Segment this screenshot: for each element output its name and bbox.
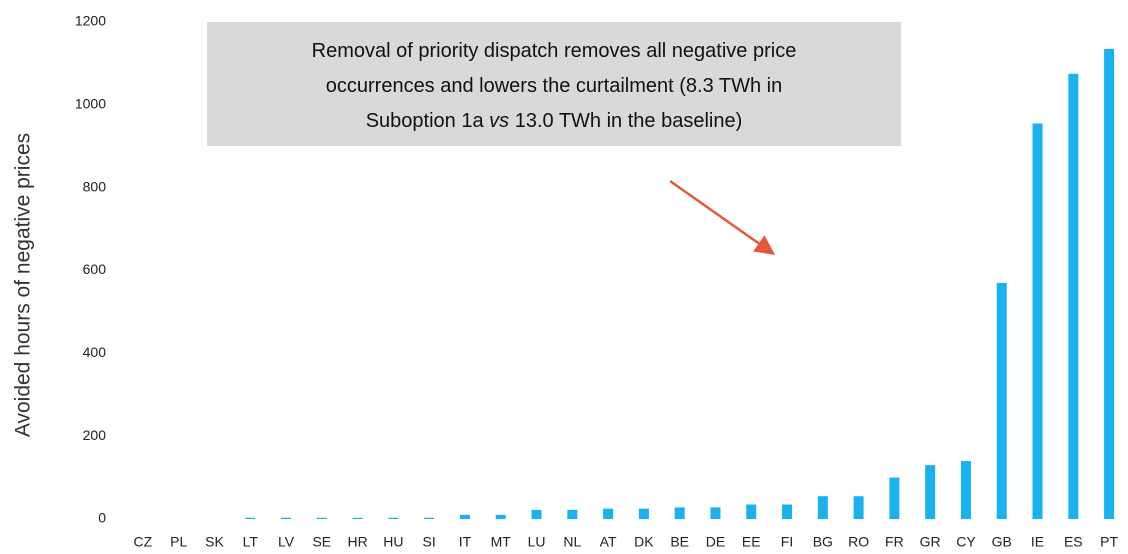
x-tick-label: GB (992, 534, 1012, 550)
y-tick-label: 1200 (75, 13, 106, 29)
bar (817, 496, 828, 519)
bar (782, 504, 793, 519)
bar (531, 509, 542, 519)
bar (674, 507, 685, 519)
x-tick-label: FR (885, 534, 904, 550)
x-tick-label: DE (706, 534, 725, 550)
bar (1104, 48, 1115, 519)
bar (1068, 73, 1079, 519)
x-tick-label: HU (383, 534, 403, 550)
x-tick-label: IE (1031, 534, 1044, 550)
x-tick-label: LV (278, 534, 295, 550)
x-tick-label: SK (205, 534, 224, 550)
x-tick-label: HR (347, 534, 367, 550)
y-tick-label: 1000 (75, 96, 106, 112)
bar (495, 514, 506, 519)
bar (352, 517, 363, 519)
x-tick-label: LU (528, 534, 546, 550)
bar (996, 282, 1007, 519)
bar (459, 514, 470, 519)
annotation-text: vs (489, 110, 509, 132)
x-tick-label: NL (563, 534, 581, 550)
x-tick-label: SI (423, 534, 436, 550)
annotation-text: Suboption 1a (366, 110, 489, 132)
bar (567, 509, 578, 519)
y-tick-label: 400 (83, 344, 107, 360)
y-tick-label: 600 (83, 261, 107, 277)
x-tick-label: RO (848, 534, 869, 550)
bar (746, 504, 757, 519)
bar (960, 461, 971, 519)
bar (316, 517, 327, 519)
x-tick-label: PT (1100, 534, 1118, 550)
x-tick-label: DK (634, 534, 654, 550)
annotation-box (207, 22, 901, 146)
bar (925, 465, 936, 519)
x-tick-label: MT (491, 534, 512, 550)
annotation-line: Suboption 1a vs 13.0 TWh in the baseline… (366, 110, 743, 132)
x-tick-label: CZ (134, 534, 153, 550)
bar (245, 517, 256, 519)
bar (853, 496, 864, 519)
bar (388, 517, 399, 519)
annotation-line: occurrences and lowers the curtailment (… (326, 75, 783, 97)
bar (1032, 123, 1043, 520)
y-tick-label: 200 (83, 427, 107, 443)
annotation-text: Removal of priority dispatch removes all… (312, 40, 797, 62)
x-tick-label: BE (670, 534, 689, 550)
x-tick-label: GR (920, 534, 941, 550)
annotation-text: 13.0 TWh in the baseline) (509, 110, 742, 132)
x-tick-label: LT (243, 534, 259, 550)
bar (603, 508, 614, 519)
x-tick-label: EE (742, 534, 761, 550)
bar (424, 517, 435, 519)
annotation-arrow (669, 179, 776, 255)
x-tick-label: CY (956, 534, 976, 550)
x-tick-label: IT (459, 534, 472, 550)
bar (281, 517, 292, 519)
annotation-text: occurrences and lowers the curtailment (… (326, 75, 783, 97)
y-tick-label: 0 (98, 510, 106, 526)
x-tick-label: FI (781, 534, 793, 550)
bar (889, 477, 900, 519)
x-tick-label: ES (1064, 534, 1083, 550)
x-tick-label: AT (600, 534, 617, 550)
x-tick-label: BG (813, 534, 833, 550)
y-axis-label: Avoided hours of negative prices (12, 133, 35, 437)
annotation-line: Removal of priority dispatch removes all… (312, 40, 797, 62)
y-tick-label: 800 (83, 178, 107, 194)
bar (710, 507, 721, 519)
bar (638, 508, 649, 519)
x-tick-label: SE (312, 534, 331, 550)
x-tick-label: PL (170, 534, 187, 550)
